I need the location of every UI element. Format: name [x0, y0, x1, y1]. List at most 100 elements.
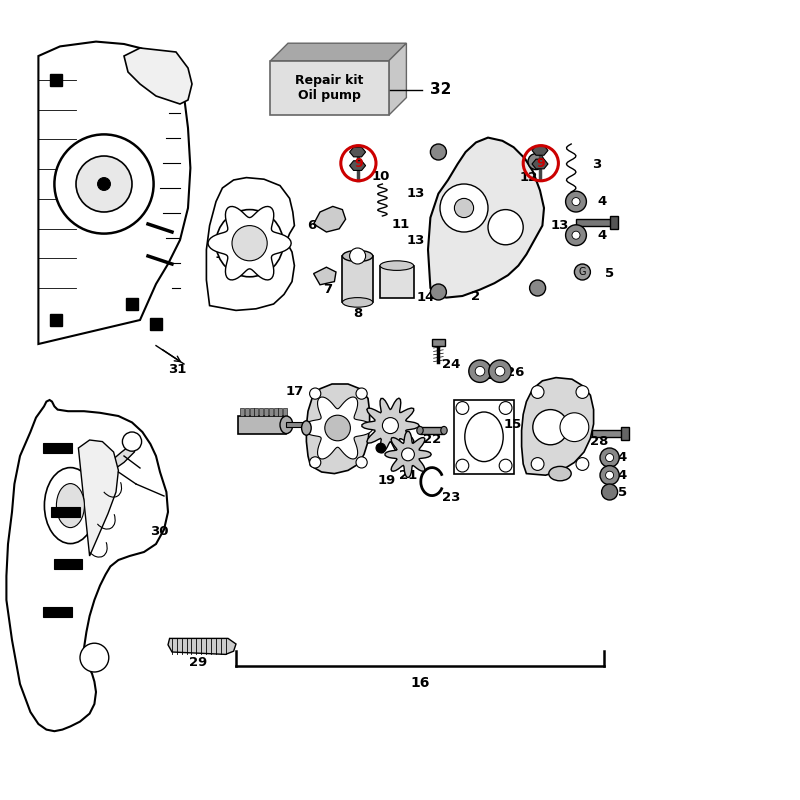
Polygon shape — [6, 400, 168, 731]
Bar — [50, 74, 62, 86]
Bar — [240, 408, 244, 416]
Bar — [576, 219, 614, 226]
Circle shape — [530, 280, 546, 296]
Circle shape — [566, 191, 586, 212]
Polygon shape — [428, 138, 544, 298]
Text: 10: 10 — [372, 170, 390, 182]
Bar — [245, 408, 249, 416]
Bar — [454, 400, 514, 474]
Circle shape — [356, 457, 367, 468]
Text: 2: 2 — [471, 290, 481, 302]
Ellipse shape — [56, 483, 85, 528]
Polygon shape — [306, 384, 370, 474]
Text: 21: 21 — [399, 469, 417, 482]
Bar — [278, 408, 282, 416]
Ellipse shape — [417, 426, 423, 434]
Bar — [259, 408, 263, 416]
Bar — [43, 443, 72, 453]
Bar — [380, 266, 414, 298]
Bar — [254, 408, 258, 416]
Polygon shape — [350, 147, 366, 157]
Polygon shape — [302, 397, 373, 459]
Circle shape — [356, 388, 367, 399]
Circle shape — [572, 231, 580, 239]
Bar — [43, 607, 72, 617]
Text: 4: 4 — [597, 195, 606, 208]
Bar — [274, 408, 278, 416]
Text: 13: 13 — [407, 234, 425, 246]
Circle shape — [54, 134, 154, 234]
Text: 32: 32 — [430, 82, 452, 97]
Text: 27: 27 — [542, 418, 560, 431]
Circle shape — [232, 226, 267, 261]
Text: 25: 25 — [484, 369, 502, 382]
Text: 5: 5 — [605, 267, 614, 280]
Bar — [432, 339, 445, 346]
Text: 1: 1 — [214, 248, 224, 261]
Bar — [342, 256, 373, 302]
Text: 28: 28 — [590, 435, 608, 448]
Bar — [264, 408, 268, 416]
Circle shape — [350, 248, 366, 264]
Circle shape — [98, 178, 110, 190]
Ellipse shape — [549, 466, 571, 481]
Text: 17: 17 — [286, 385, 303, 398]
Circle shape — [606, 471, 614, 479]
Circle shape — [572, 198, 580, 206]
Circle shape — [531, 458, 544, 470]
Polygon shape — [362, 398, 419, 453]
Circle shape — [600, 448, 619, 467]
Polygon shape — [314, 206, 346, 232]
Circle shape — [528, 154, 544, 170]
Bar — [269, 408, 273, 416]
Ellipse shape — [280, 416, 293, 434]
Bar — [50, 314, 62, 326]
Circle shape — [382, 418, 398, 434]
Polygon shape — [208, 206, 291, 280]
Text: 16: 16 — [410, 676, 430, 690]
Text: 18: 18 — [330, 413, 348, 426]
Polygon shape — [124, 48, 192, 104]
Text: 4: 4 — [618, 451, 627, 464]
Bar — [150, 318, 162, 330]
Ellipse shape — [465, 412, 503, 462]
Text: Repair kit
Oil pump: Repair kit Oil pump — [295, 74, 364, 102]
Bar — [238, 416, 286, 434]
Bar — [286, 422, 302, 427]
Polygon shape — [350, 161, 366, 170]
Ellipse shape — [44, 467, 96, 544]
Text: 26: 26 — [506, 366, 525, 379]
Polygon shape — [532, 146, 548, 155]
Text: 14: 14 — [417, 291, 434, 304]
Circle shape — [560, 413, 589, 442]
Circle shape — [456, 402, 469, 414]
Text: 4: 4 — [597, 229, 606, 242]
Circle shape — [533, 410, 568, 445]
Circle shape — [402, 448, 414, 461]
Bar — [621, 427, 629, 440]
Ellipse shape — [302, 421, 311, 435]
Text: 13: 13 — [551, 219, 569, 232]
Text: 31: 31 — [168, 363, 186, 376]
Circle shape — [475, 366, 485, 376]
Text: 11: 11 — [392, 218, 410, 230]
Polygon shape — [78, 440, 118, 556]
Circle shape — [602, 484, 618, 500]
Circle shape — [488, 210, 523, 245]
Bar — [420, 427, 444, 434]
Polygon shape — [100, 442, 136, 474]
Text: 15: 15 — [504, 418, 522, 431]
Polygon shape — [385, 431, 431, 478]
Text: 19: 19 — [378, 474, 395, 486]
Circle shape — [576, 458, 589, 470]
Polygon shape — [314, 267, 336, 285]
Bar — [51, 507, 80, 517]
Circle shape — [576, 386, 589, 398]
Ellipse shape — [380, 261, 414, 270]
Circle shape — [325, 415, 350, 441]
Circle shape — [440, 184, 488, 232]
Bar — [283, 408, 287, 416]
Text: G: G — [578, 267, 586, 277]
Text: 9: 9 — [354, 157, 362, 170]
Circle shape — [495, 366, 505, 376]
